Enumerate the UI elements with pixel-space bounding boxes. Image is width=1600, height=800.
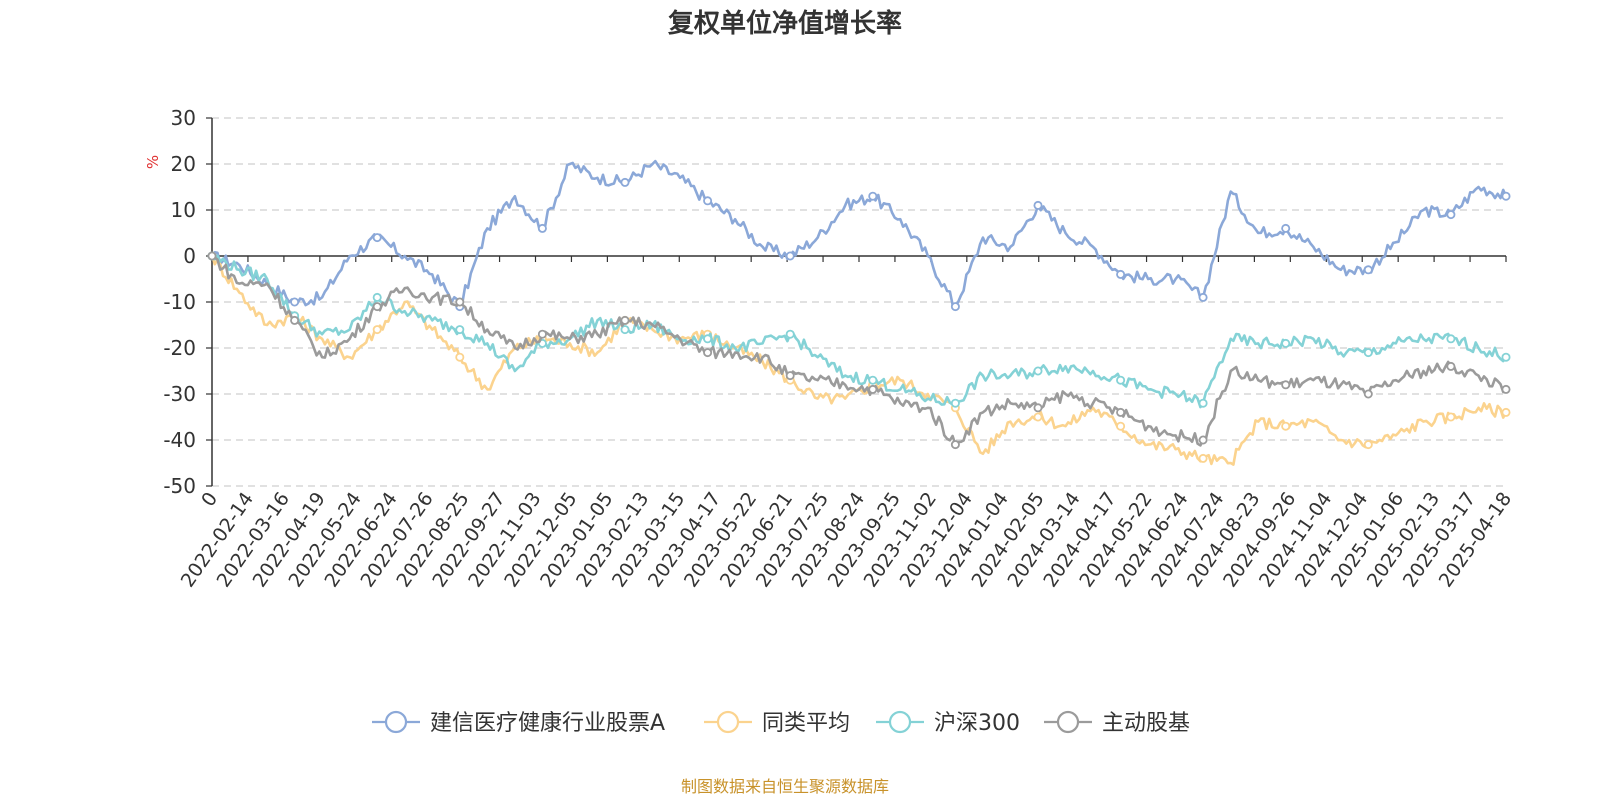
legend-item[interactable]: 同类平均 (704, 710, 850, 736)
series-line (210, 159, 1508, 308)
data-point (1446, 210, 1456, 220)
legend-marker (384, 710, 408, 734)
data-point (537, 223, 547, 233)
y-tick-label: -40 (163, 428, 196, 452)
data-point (1033, 403, 1043, 413)
data-point (1116, 375, 1126, 385)
y-axis-ticks: 30 20 10 0 -10 -20 -30 -40 -50 (163, 106, 212, 498)
data-point (1116, 269, 1126, 279)
y-tick-label: 10 (171, 198, 196, 222)
legend-item[interactable]: 建信医疗健康行业股票A (372, 710, 665, 736)
data-point (1281, 380, 1291, 390)
data-point (950, 398, 960, 408)
data-point (1363, 348, 1373, 358)
data-point (1446, 334, 1456, 344)
data-point (1363, 389, 1373, 399)
y-tick-label: -50 (163, 474, 196, 498)
y-tick-label: -30 (163, 382, 196, 406)
data-point (1198, 453, 1208, 463)
y-tick-label: -20 (163, 336, 196, 360)
data-point (1033, 200, 1043, 210)
data-point (868, 375, 878, 385)
data-point (1446, 412, 1456, 422)
data-point (620, 325, 630, 335)
y-tick-label: 30 (171, 106, 196, 130)
data-point (1198, 435, 1208, 445)
data-point (1116, 407, 1126, 417)
data-point (290, 297, 300, 307)
data-point (455, 297, 465, 307)
legend-marker (716, 710, 740, 734)
y-tick-label: -10 (163, 290, 196, 314)
data-point (290, 315, 300, 325)
y-axis-unit: % (144, 155, 162, 169)
data-point (207, 251, 217, 261)
data-point (455, 352, 465, 362)
legend-label: 沪深300 (934, 711, 1020, 736)
legend-marker (888, 710, 912, 734)
data-point (785, 371, 795, 381)
legend-label: 同类平均 (762, 711, 850, 736)
data-point (537, 329, 547, 339)
legend-label: 建信医疗健康行业股票A (430, 711, 665, 736)
data-point (868, 191, 878, 201)
data-point (703, 196, 713, 206)
data-point (1501, 407, 1511, 417)
data-point (372, 292, 382, 302)
data-point (868, 384, 878, 394)
series-line (211, 254, 1508, 409)
data-point (703, 348, 713, 358)
data-point (1281, 338, 1291, 348)
series-lines (207, 159, 1511, 466)
legend-item[interactable]: 主动股基 (1044, 710, 1190, 736)
data-point (620, 315, 630, 325)
data-point (950, 302, 960, 312)
y-tick-label: 0 (183, 244, 196, 268)
data-point (1446, 361, 1456, 371)
data-point (372, 233, 382, 243)
data-point (1116, 421, 1126, 431)
data-point (1501, 384, 1511, 394)
data-point (785, 329, 795, 339)
source-note: 制图数据来自恒生聚源数据库 (681, 777, 889, 796)
chart-title: 复权单位净值增长率 (668, 8, 902, 39)
legend-label: 主动股基 (1102, 711, 1190, 736)
data-point (620, 177, 630, 187)
y-tick-label: 20 (171, 152, 196, 176)
legend-item[interactable]: 沪深300 (876, 710, 1020, 736)
data-point (1281, 223, 1291, 233)
legend-marker (1056, 710, 1080, 734)
data-point (1033, 366, 1043, 376)
data-point (703, 334, 713, 344)
data-point (372, 302, 382, 312)
data-point (455, 325, 465, 335)
data-point (1501, 352, 1511, 362)
x-tick-label: 0 (197, 488, 222, 511)
series-line (211, 254, 1507, 447)
data-point (785, 251, 795, 261)
data-point (1501, 191, 1511, 201)
data-point (372, 325, 382, 335)
legend: 建信医疗健康行业股票A 同类平均 沪深300 主动股基 (372, 710, 1190, 736)
data-point (1033, 412, 1043, 422)
data-point (1198, 398, 1208, 408)
data-point (1363, 440, 1373, 450)
data-point (1198, 292, 1208, 302)
data-point (1281, 421, 1291, 431)
data-point (950, 440, 960, 450)
data-point (1363, 265, 1373, 275)
